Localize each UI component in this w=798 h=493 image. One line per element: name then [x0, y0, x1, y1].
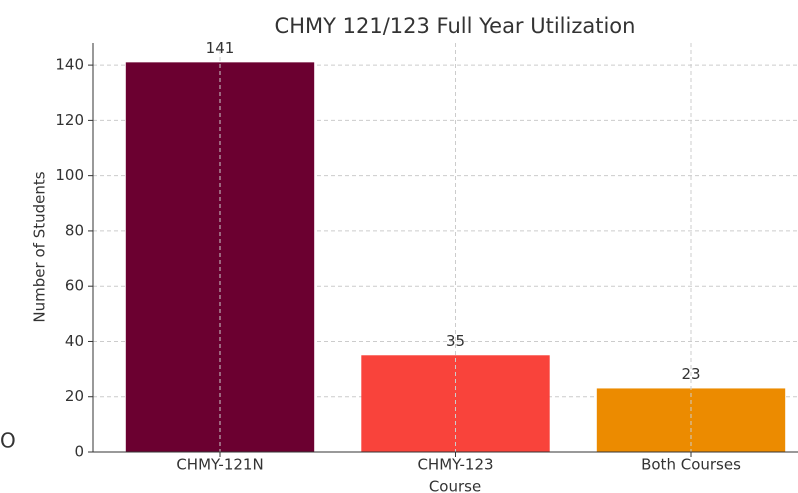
x-tick-label: CHMY-121N — [176, 456, 263, 474]
y-tick-label: 20 — [65, 387, 84, 405]
annotation: O — [0, 429, 16, 453]
chart-title: CHMY 121/123 Full Year Utilization — [275, 14, 636, 38]
data-label: 35 — [446, 332, 465, 350]
y-tick-label: 40 — [65, 332, 84, 350]
y-tick-label: 100 — [55, 166, 84, 184]
y-tick-label: 60 — [65, 277, 84, 295]
y-tick-label: 120 — [55, 111, 84, 129]
y-tick-label: 0 — [74, 443, 84, 461]
y-tick-label: 140 — [55, 56, 84, 74]
data-label: 23 — [681, 365, 700, 383]
bar — [596, 388, 786, 452]
x-tick-label: CHMY-123 — [417, 456, 493, 474]
y-tick-label: 80 — [65, 221, 84, 239]
x-tick-label: Both Courses — [641, 456, 741, 474]
data-label: 141 — [206, 39, 235, 57]
y-axis-label: Number of Students — [31, 171, 49, 322]
x-axis-label: Course — [429, 478, 481, 493]
